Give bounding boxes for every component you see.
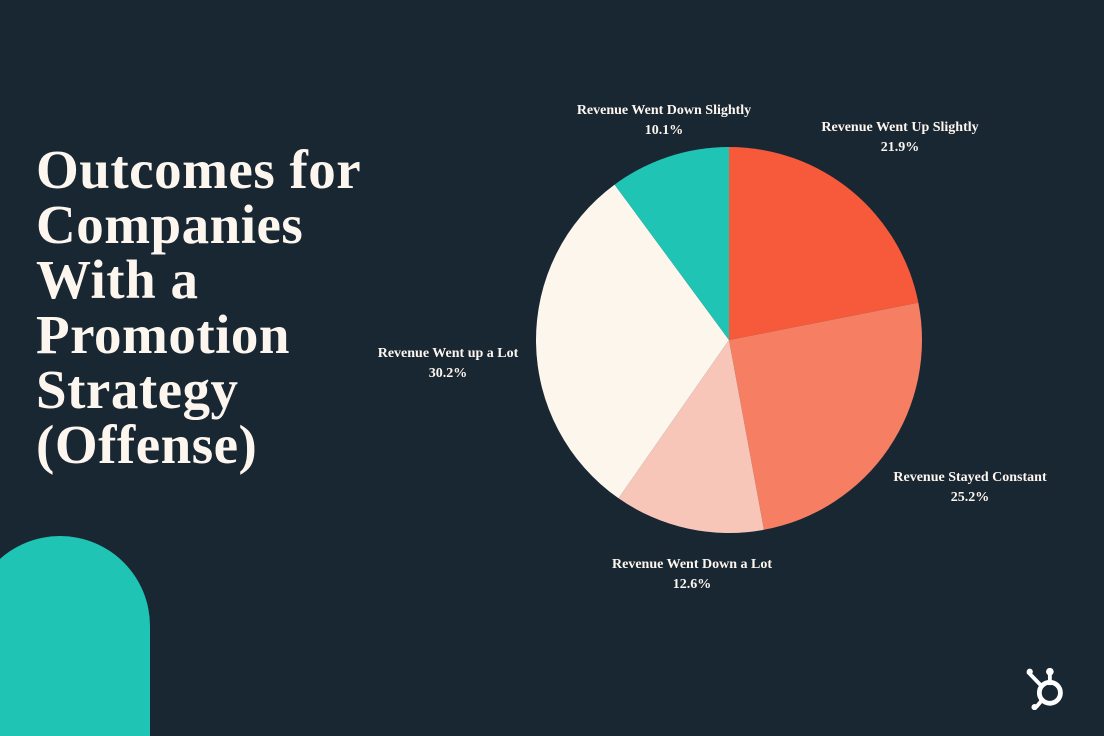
pie-svg (536, 147, 922, 533)
slice-label-value: 10.1% (577, 121, 751, 141)
infographic-canvas: Outcomes for Companies With a Promotion … (0, 0, 1104, 736)
slice-label-text: Revenue Went up a Lot (378, 344, 519, 364)
page-title: Outcomes for Companies With a Promotion … (36, 142, 406, 472)
slice-label-value: 25.2% (893, 488, 1046, 508)
slice-label-value: 21.9% (821, 138, 978, 158)
slice-label-text: Revenue Stayed Constant (893, 468, 1046, 488)
decorative-shape (0, 536, 150, 736)
slice-label-text: Revenue Went Up Slightly (821, 118, 978, 138)
slice-label-text: Revenue Went Down Slightly (577, 101, 751, 121)
slice-label: Revenue Went Down a Lot12.6% (612, 555, 772, 594)
slice-label: Revenue Stayed Constant25.2% (893, 468, 1046, 507)
slice-label-value: 30.2% (378, 364, 519, 384)
slice-label-text: Revenue Went Down a Lot (612, 555, 772, 575)
slice-label: Revenue Went Up Slightly21.9% (821, 118, 978, 157)
slice-label-value: 12.6% (612, 575, 772, 595)
slice-label: Revenue Went Down Slightly10.1% (577, 101, 751, 140)
hubspot-logo-icon (1024, 664, 1070, 710)
slice-label: Revenue Went up a Lot30.2% (378, 344, 519, 383)
pie-chart (536, 147, 922, 533)
